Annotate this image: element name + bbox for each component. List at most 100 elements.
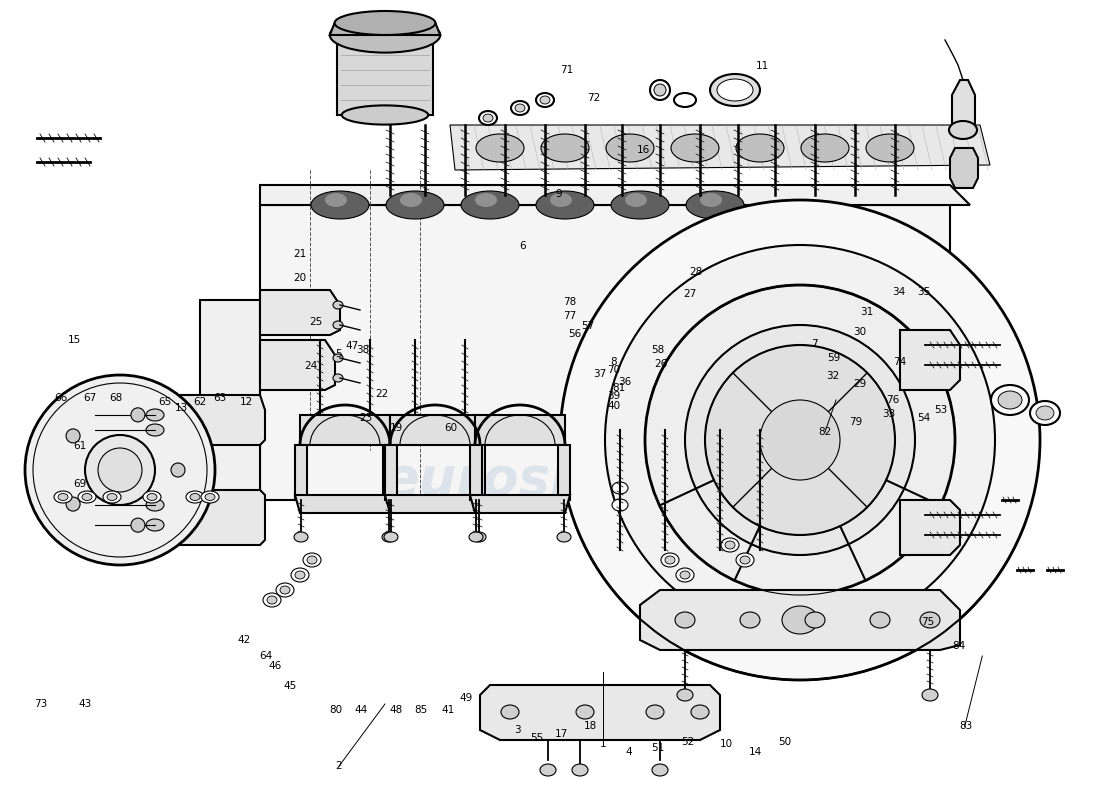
- Ellipse shape: [186, 491, 204, 503]
- Ellipse shape: [58, 494, 68, 501]
- Ellipse shape: [675, 612, 695, 628]
- Circle shape: [66, 497, 80, 511]
- Ellipse shape: [276, 583, 294, 597]
- Polygon shape: [473, 445, 485, 500]
- Circle shape: [605, 245, 996, 635]
- Ellipse shape: [107, 494, 117, 501]
- Text: 21: 21: [294, 250, 307, 259]
- Text: 18: 18: [584, 722, 597, 731]
- Ellipse shape: [625, 193, 647, 207]
- Ellipse shape: [292, 568, 309, 582]
- Circle shape: [645, 285, 955, 595]
- Circle shape: [85, 435, 155, 505]
- Ellipse shape: [469, 532, 483, 542]
- Text: 80: 80: [329, 706, 342, 715]
- Text: 20: 20: [294, 274, 307, 283]
- Circle shape: [25, 375, 215, 565]
- Ellipse shape: [676, 689, 693, 701]
- Ellipse shape: [557, 532, 571, 542]
- Text: 30: 30: [854, 327, 867, 337]
- Text: 56: 56: [569, 330, 582, 339]
- Text: 16: 16: [637, 146, 650, 155]
- Ellipse shape: [330, 18, 440, 53]
- Text: 6: 6: [519, 241, 526, 250]
- Text: 15: 15: [68, 335, 81, 345]
- Polygon shape: [260, 340, 336, 390]
- Ellipse shape: [146, 409, 164, 421]
- Ellipse shape: [500, 705, 519, 719]
- Polygon shape: [330, 23, 440, 35]
- Text: 70: 70: [607, 365, 620, 374]
- Ellipse shape: [295, 571, 305, 579]
- Polygon shape: [952, 80, 975, 130]
- Ellipse shape: [1036, 406, 1054, 420]
- Ellipse shape: [866, 134, 914, 162]
- Ellipse shape: [302, 553, 321, 567]
- Text: 17: 17: [554, 730, 568, 739]
- Text: 27: 27: [683, 290, 696, 299]
- Circle shape: [33, 383, 207, 557]
- Text: 19: 19: [389, 423, 403, 433]
- Ellipse shape: [146, 424, 164, 436]
- Text: 46: 46: [268, 661, 282, 670]
- Text: 51: 51: [651, 743, 664, 753]
- Text: 60: 60: [444, 423, 458, 433]
- Polygon shape: [337, 35, 433, 115]
- Circle shape: [685, 325, 915, 555]
- Text: 49: 49: [460, 693, 473, 702]
- Ellipse shape: [333, 301, 343, 309]
- Polygon shape: [950, 148, 978, 188]
- Ellipse shape: [483, 114, 493, 122]
- Ellipse shape: [606, 134, 654, 162]
- Ellipse shape: [294, 532, 308, 542]
- Ellipse shape: [536, 93, 554, 107]
- Text: 76: 76: [887, 395, 900, 405]
- Text: 23: 23: [360, 413, 373, 422]
- Polygon shape: [260, 290, 340, 335]
- Ellipse shape: [652, 764, 668, 776]
- Text: 85: 85: [415, 706, 428, 715]
- Text: 43: 43: [78, 699, 91, 709]
- Text: 68: 68: [109, 394, 122, 403]
- Text: 39: 39: [607, 391, 620, 401]
- Polygon shape: [480, 685, 720, 740]
- Polygon shape: [260, 185, 970, 205]
- Text: 10: 10: [719, 739, 733, 749]
- Ellipse shape: [1030, 401, 1060, 425]
- Ellipse shape: [147, 494, 157, 501]
- Ellipse shape: [267, 596, 277, 604]
- Text: 58: 58: [651, 345, 664, 354]
- Text: 81: 81: [613, 383, 626, 393]
- Circle shape: [131, 518, 145, 532]
- Text: 25: 25: [309, 317, 322, 326]
- Text: 44: 44: [354, 706, 367, 715]
- Circle shape: [560, 200, 1040, 680]
- Text: 12: 12: [240, 397, 253, 406]
- Polygon shape: [900, 500, 960, 555]
- Ellipse shape: [710, 74, 760, 106]
- Ellipse shape: [576, 705, 594, 719]
- Polygon shape: [260, 205, 950, 500]
- Ellipse shape: [311, 191, 368, 219]
- Text: 36: 36: [618, 378, 631, 387]
- Ellipse shape: [572, 764, 588, 776]
- Text: 41: 41: [441, 706, 454, 715]
- Ellipse shape: [686, 191, 744, 219]
- Ellipse shape: [920, 612, 940, 628]
- Text: 14: 14: [749, 747, 762, 757]
- Text: 29: 29: [854, 379, 867, 389]
- Text: 57: 57: [581, 322, 594, 331]
- Ellipse shape: [146, 519, 164, 531]
- Ellipse shape: [515, 104, 525, 112]
- Circle shape: [170, 463, 185, 477]
- Ellipse shape: [666, 556, 675, 564]
- Ellipse shape: [671, 134, 719, 162]
- Text: 11: 11: [756, 62, 769, 71]
- Text: 26: 26: [654, 359, 668, 369]
- Text: eurospares: eurospares: [383, 454, 717, 506]
- Ellipse shape: [540, 764, 556, 776]
- Text: 74: 74: [893, 357, 906, 366]
- Ellipse shape: [650, 80, 670, 100]
- Text: 34: 34: [892, 287, 905, 297]
- Text: 8: 8: [610, 357, 617, 366]
